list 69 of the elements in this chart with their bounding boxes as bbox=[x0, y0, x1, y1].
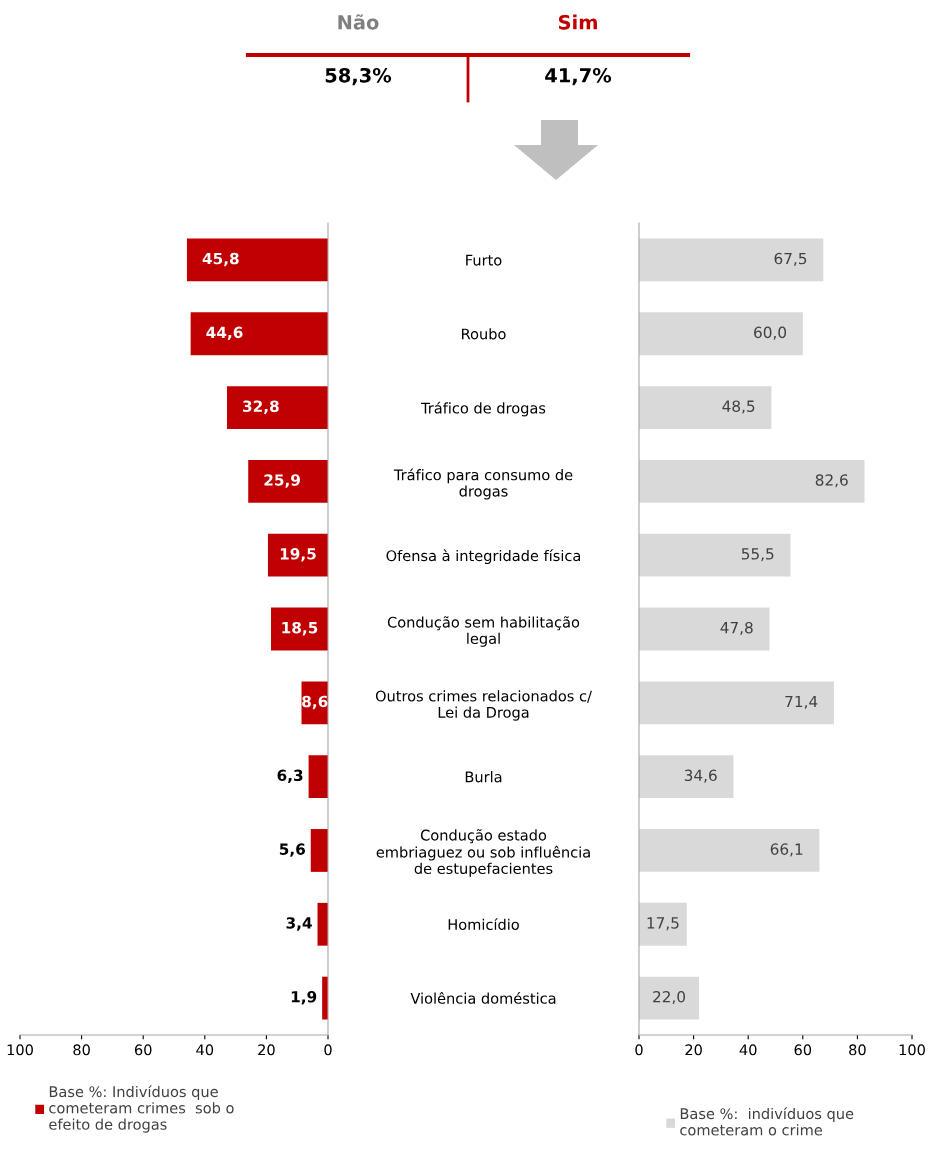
bar bbox=[248, 459, 328, 503]
y-tick-label: Tráfico de drogas bbox=[420, 401, 546, 417]
legend-label: Base %: Indivíduos que cometeram crimes sob o efeito de drogas bbox=[49, 1085, 234, 1133]
data-label: 82,6 bbox=[815, 474, 848, 488]
data-label: 17,5 bbox=[647, 917, 679, 931]
data-label: 67,5 bbox=[774, 252, 807, 266]
x-tick-label: 20 bbox=[685, 1044, 702, 1056]
bar bbox=[639, 829, 820, 872]
y-tick-label: Violência doméstica bbox=[410, 991, 556, 1004]
y-tick-label: Ofensa à integridade física bbox=[386, 549, 581, 565]
data-label: 47,8 bbox=[720, 621, 753, 635]
category-label: Não bbox=[338, 14, 379, 30]
data-label: 6,3 bbox=[277, 769, 303, 784]
y-tick-label: Tráfico para consumo de drogas bbox=[393, 468, 573, 500]
bar bbox=[639, 459, 865, 503]
y-tick-label: Homicídio bbox=[448, 918, 519, 931]
x-tick-label: 20 bbox=[258, 1044, 275, 1056]
legend-label: Base %: indivíduos que cometeram o crime bbox=[680, 1107, 854, 1136]
data-label: 45,8 bbox=[202, 252, 239, 267]
y-tick-label: Outros crimes relacionados c/ Lei da Droga bbox=[375, 690, 592, 721]
x-tick-label: 100 bbox=[7, 1044, 33, 1056]
bar bbox=[639, 386, 772, 429]
data-label: 1,9 bbox=[291, 990, 317, 1005]
text: 58,3% bbox=[325, 67, 392, 86]
data-label: 25,9 bbox=[264, 474, 300, 488]
data-label: 5,6 bbox=[279, 843, 305, 857]
bar bbox=[639, 976, 700, 1020]
bar bbox=[308, 755, 328, 799]
bar bbox=[639, 902, 687, 946]
data-label: 3,4 bbox=[286, 917, 312, 931]
data-label: 19,5 bbox=[280, 548, 316, 562]
bar bbox=[190, 312, 328, 356]
bar bbox=[639, 533, 791, 577]
text: 41,7% bbox=[545, 67, 612, 86]
bar bbox=[639, 238, 824, 282]
y-tick-label: Burla bbox=[465, 771, 502, 783]
data-label: 8,6 bbox=[302, 695, 328, 710]
bar bbox=[639, 312, 803, 356]
data-label: 66,1 bbox=[770, 843, 803, 857]
data-label: 60,0 bbox=[754, 326, 787, 340]
y-tick-label: Furto bbox=[466, 254, 502, 266]
bar bbox=[639, 607, 770, 651]
x-tick-label: 60 bbox=[794, 1044, 812, 1056]
x-tick-label: 60 bbox=[134, 1044, 152, 1056]
category-label: Sim bbox=[558, 14, 597, 30]
bar bbox=[639, 681, 834, 725]
bar bbox=[310, 829, 328, 872]
data-label: 18,5 bbox=[282, 621, 318, 636]
bar bbox=[186, 238, 328, 282]
data-label: 22,0 bbox=[653, 990, 686, 1005]
x-tick-label: 0 bbox=[324, 1044, 332, 1056]
y-tick-label: Condução sem habilitação legal bbox=[387, 616, 580, 647]
x-tick-label: 100 bbox=[899, 1044, 925, 1056]
bar bbox=[226, 386, 328, 429]
bar bbox=[639, 755, 734, 799]
y-tick-label: Condução estado embriaguez ou sob influência de estupefacientes bbox=[376, 829, 590, 877]
data-label: 44,6 bbox=[206, 326, 243, 341]
x-tick-label: 0 bbox=[635, 1044, 643, 1056]
x-tick-label: 80 bbox=[849, 1044, 866, 1056]
data-label: 32,8 bbox=[243, 400, 279, 414]
data-label: 48,5 bbox=[722, 400, 755, 414]
x-tick-label: 80 bbox=[73, 1044, 90, 1056]
y-tick-label: Roubo bbox=[462, 328, 506, 340]
data-label: 34,6 bbox=[684, 769, 717, 783]
data-label: 71,4 bbox=[785, 695, 818, 709]
bar bbox=[267, 533, 328, 577]
x-tick-label: 40 bbox=[739, 1044, 757, 1056]
x-tick-label: 40 bbox=[196, 1044, 214, 1056]
data-label: 55,5 bbox=[741, 548, 774, 562]
